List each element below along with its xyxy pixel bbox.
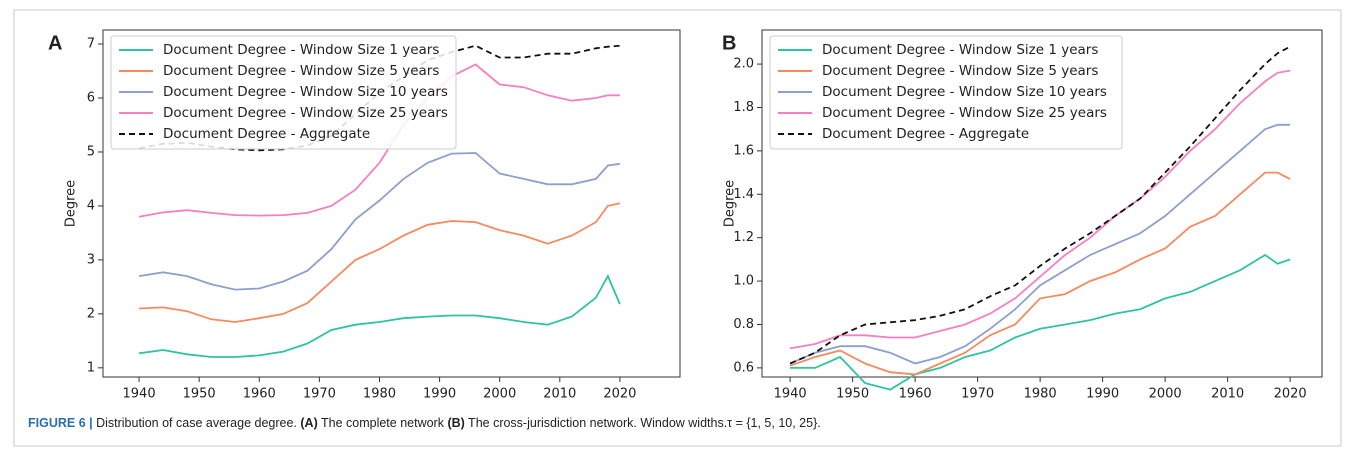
series-line (790, 253, 1291, 391)
series-line (789, 123, 1291, 365)
legend-label: Document Degree - Window Size 5 years (163, 63, 439, 79)
y-tick-label: 1 (87, 360, 95, 375)
x-tick-label: 1940 (123, 387, 156, 402)
y-tick-label: 1.2 (733, 230, 754, 245)
x-tick-label: 2010 (1211, 387, 1244, 402)
x-tick-label: 2000 (483, 387, 516, 402)
series-line (138, 274, 621, 358)
legend-label: Document Degree - Window Size 25 years (163, 105, 448, 121)
legend-label: Document Degree - Window Size 10 years (822, 84, 1107, 100)
y-axis-label: Degree (64, 180, 79, 227)
caption: FIGURE 6 | Distribution of case average … (28, 416, 821, 430)
x-tick-label: 1970 (961, 387, 994, 402)
panel-label: B (722, 32, 736, 54)
caption-part: The cross-jurisdiction network. Window w… (465, 416, 821, 430)
y-axis-label: Degree (723, 180, 738, 227)
legend-label: Document Degree - Aggregate (163, 126, 370, 142)
legend-box (769, 35, 1123, 150)
figure-frame (13, 9, 1342, 447)
y-tick-label: 5 (87, 144, 95, 159)
legend-label: Document Degree - Aggregate (822, 126, 1029, 142)
x-tick-label: 2010 (543, 387, 576, 402)
x-tick-label: 2000 (1149, 387, 1182, 402)
x-tick-label: 1990 (423, 387, 456, 402)
caption-part: Distribution of case average degree. (96, 416, 300, 430)
legend-box (110, 35, 457, 150)
x-tick-label: 2020 (1274, 387, 1307, 402)
series-line (789, 69, 1291, 350)
y-tick-label: 1.0 (733, 274, 754, 289)
y-tick-label: 2 (87, 306, 95, 321)
y-tick-label: 2.0 (733, 57, 754, 72)
x-tick-label: 1950 (836, 387, 869, 402)
caption-part: FIGURE 6 | (28, 416, 96, 430)
x-tick-label: 1960 (243, 387, 276, 402)
panel-label: A (48, 32, 62, 54)
series-line (138, 152, 621, 291)
x-tick-label: 1970 (303, 387, 336, 402)
y-tick-label: 0.6 (733, 360, 754, 375)
plot-frame (102, 29, 681, 378)
series-line (139, 202, 621, 323)
y-tick-label: 4 (87, 198, 95, 213)
y-tick-label: 1.8 (733, 100, 754, 115)
caption-part: (A) (300, 416, 317, 430)
caption-part: (B) (447, 416, 464, 430)
x-tick-label: 1950 (183, 387, 216, 402)
y-tick-label: 3 (87, 252, 95, 267)
legend-label: Document Degree - Window Size 1 years (822, 42, 1098, 58)
plot-frame (761, 29, 1323, 378)
x-tick-label: 2020 (603, 387, 636, 402)
x-tick-label: 1960 (899, 387, 932, 402)
y-tick-label: 1.6 (733, 143, 754, 158)
legend-label: Document Degree - Window Size 25 years (822, 105, 1107, 121)
caption-part: The complete network (318, 416, 448, 430)
legend-label: Document Degree - Window Size 1 years (163, 42, 439, 58)
y-tick-label: 7 (87, 37, 95, 52)
x-tick-label: 1980 (363, 387, 396, 402)
legend-label: Document Degree - Window Size 5 years (822, 63, 1098, 79)
x-tick-label: 1990 (1086, 387, 1119, 402)
series-line (789, 45, 1291, 365)
x-tick-label: 1980 (1024, 387, 1057, 402)
y-tick-label: 6 (87, 90, 95, 105)
series-line (789, 171, 1291, 376)
x-tick-label: 1940 (774, 387, 807, 402)
y-tick-label: 1.4 (733, 187, 754, 202)
y-tick-label: 0.8 (733, 317, 754, 332)
legend-label: Document Degree - Window Size 10 years (163, 84, 448, 100)
